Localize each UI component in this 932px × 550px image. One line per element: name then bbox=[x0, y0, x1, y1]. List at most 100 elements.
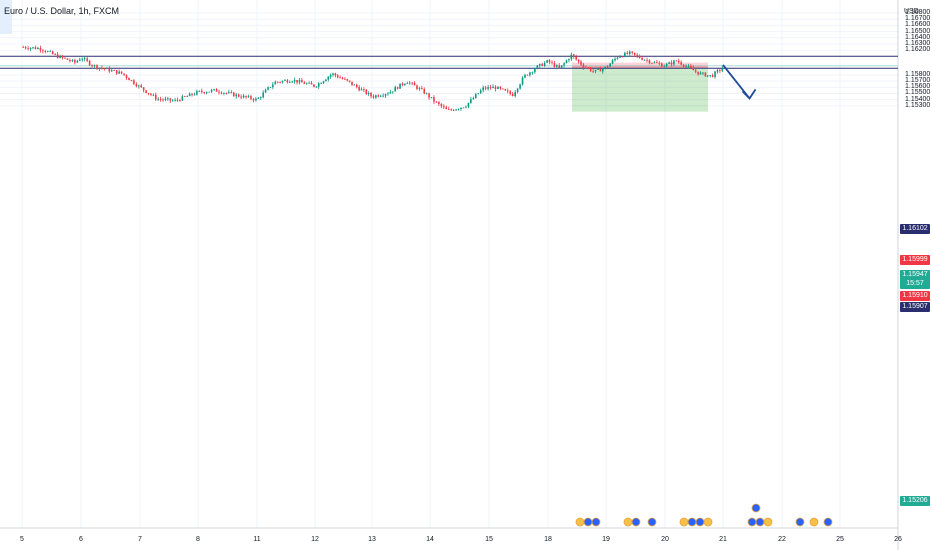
candle-body bbox=[391, 91, 394, 93]
candle-body bbox=[560, 65, 563, 68]
candle-body bbox=[322, 81, 325, 84]
candle-body bbox=[191, 93, 193, 95]
candle-body bbox=[529, 72, 531, 76]
candle-body bbox=[462, 107, 465, 109]
price-axis-label: 1.15800 bbox=[905, 70, 931, 78]
candle-body bbox=[384, 94, 387, 96]
candle-body bbox=[242, 95, 245, 98]
candle-body bbox=[183, 96, 186, 98]
candle-body bbox=[589, 68, 592, 72]
candle-body bbox=[460, 107, 462, 109]
candle-body bbox=[670, 62, 673, 65]
candle-body bbox=[375, 95, 377, 98]
candle-body bbox=[81, 59, 84, 61]
candle-body bbox=[372, 96, 375, 98]
candle-body bbox=[685, 66, 687, 68]
candle-body bbox=[339, 77, 341, 79]
candle-body bbox=[167, 98, 169, 100]
price-axis-label: 1.16700 bbox=[905, 15, 931, 23]
candle-body bbox=[157, 99, 159, 100]
candle-body bbox=[506, 90, 509, 92]
candle-body bbox=[218, 91, 220, 93]
candle-body bbox=[565, 60, 568, 64]
candle-body bbox=[27, 48, 29, 50]
time-axis-label: 18 bbox=[544, 536, 552, 543]
take-profit-zone bbox=[572, 68, 708, 112]
candle-body bbox=[332, 73, 334, 75]
candle-body bbox=[401, 83, 404, 85]
candle-body bbox=[638, 55, 641, 59]
candle-body bbox=[308, 82, 310, 84]
candle-body bbox=[367, 92, 370, 95]
candle-body bbox=[69, 60, 71, 62]
candle-body bbox=[279, 81, 281, 83]
candle-body bbox=[479, 90, 482, 94]
candle-body bbox=[546, 60, 548, 63]
candle-body bbox=[118, 71, 120, 74]
candle-body bbox=[288, 81, 291, 83]
candle-body bbox=[262, 92, 264, 98]
candle-body bbox=[502, 88, 504, 90]
candle-body bbox=[382, 95, 384, 97]
candle-body bbox=[351, 81, 353, 85]
candle-body bbox=[71, 59, 74, 62]
candle-body bbox=[653, 62, 656, 64]
candle-body bbox=[272, 84, 274, 88]
economic-event-icon bbox=[823, 517, 833, 527]
candle-body bbox=[643, 59, 646, 61]
candle-body bbox=[577, 59, 580, 62]
candle-body bbox=[536, 65, 539, 70]
candle-body bbox=[269, 87, 272, 89]
candle-body bbox=[181, 96, 184, 101]
candle-body bbox=[714, 71, 716, 77]
candle-body bbox=[91, 65, 93, 67]
candle-body bbox=[587, 67, 590, 69]
candle-body bbox=[213, 89, 215, 90]
candle-body bbox=[135, 84, 138, 87]
candle-body bbox=[66, 58, 69, 61]
candle-body bbox=[443, 106, 445, 108]
time-axis-label: 20 bbox=[661, 536, 669, 543]
candle-body bbox=[534, 69, 536, 73]
candle-body bbox=[247, 96, 250, 98]
time-axis-label: 7 bbox=[138, 536, 142, 543]
candle-body bbox=[594, 69, 597, 72]
candle-body bbox=[428, 93, 430, 98]
candle-body bbox=[284, 80, 286, 82]
price-tag: 15:57 bbox=[900, 279, 930, 289]
candle-body bbox=[433, 97, 435, 102]
candle-body bbox=[54, 54, 56, 55]
candle-body bbox=[582, 64, 585, 68]
candle-body bbox=[423, 88, 426, 94]
candle-body bbox=[406, 82, 409, 84]
currency-label: USD bbox=[904, 8, 919, 15]
candle-body bbox=[477, 93, 480, 95]
candle-body bbox=[553, 62, 556, 67]
economic-event-icon bbox=[679, 517, 689, 527]
candle-body bbox=[150, 93, 152, 95]
candle-body bbox=[230, 92, 233, 93]
candle-body bbox=[563, 63, 565, 66]
candle-body bbox=[325, 79, 327, 82]
candle-body bbox=[663, 66, 666, 68]
candle-body bbox=[558, 65, 561, 68]
candle-body bbox=[96, 65, 98, 69]
candle-body bbox=[597, 68, 599, 70]
drawing-toolbar-tab[interactable] bbox=[0, 0, 12, 34]
candle-body bbox=[531, 72, 534, 73]
candle-body bbox=[196, 91, 198, 95]
candle-body bbox=[543, 62, 546, 66]
economic-event-icon bbox=[755, 517, 765, 527]
candle-body bbox=[455, 109, 457, 111]
price-tag: 1.16102 bbox=[900, 224, 930, 234]
candle-body bbox=[327, 76, 330, 80]
time-axis-label: 25 bbox=[836, 536, 844, 543]
candle-body bbox=[399, 83, 401, 89]
candle-body bbox=[416, 85, 418, 89]
candle-body bbox=[86, 58, 88, 61]
candle-body bbox=[186, 96, 189, 97]
candle-body bbox=[154, 94, 157, 100]
candle-body bbox=[656, 62, 658, 64]
economic-event-icon bbox=[763, 517, 773, 527]
